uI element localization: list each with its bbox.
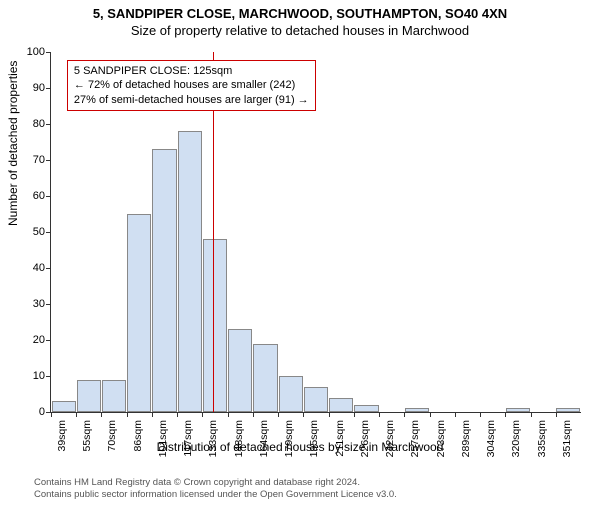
histogram-bar [228, 329, 252, 412]
x-tick-mark [556, 412, 557, 417]
x-tick-mark [430, 412, 431, 417]
y-tick-mark [46, 268, 51, 269]
y-tick-label: 20 [13, 334, 45, 346]
histogram-bar [77, 380, 101, 412]
histogram-bar [152, 149, 176, 412]
y-tick-label: 0 [13, 406, 45, 418]
histogram-bar [127, 214, 151, 412]
histogram-bar [253, 344, 277, 412]
x-tick-mark [505, 412, 506, 417]
x-tick-mark [101, 412, 102, 417]
y-tick-mark [46, 232, 51, 233]
x-tick-mark [404, 412, 405, 417]
x-tick-mark [152, 412, 153, 417]
histogram-bar [102, 380, 126, 412]
annotation-line2: ← 72% of detached houses are smaller (24… [74, 78, 309, 92]
x-tick-mark [228, 412, 229, 417]
histogram-bar [329, 398, 353, 412]
histogram-bar [178, 131, 202, 412]
y-tick-label: 30 [13, 298, 45, 310]
annotation-line3: 27% of semi-detached houses are larger (… [74, 93, 309, 107]
histogram-bar [354, 405, 378, 412]
y-tick-mark [46, 340, 51, 341]
x-tick-mark [202, 412, 203, 417]
x-tick-mark [303, 412, 304, 417]
y-tick-label: 50 [13, 226, 45, 238]
histogram-bar [405, 408, 429, 412]
y-tick-mark [46, 124, 51, 125]
x-tick-mark [278, 412, 279, 417]
x-tick-mark [531, 412, 532, 417]
y-tick-mark [46, 376, 51, 377]
y-tick-label: 70 [13, 154, 45, 166]
chart-title-address: 5, SANDPIPER CLOSE, MARCHWOOD, SOUTHAMPT… [0, 6, 600, 21]
y-tick-mark [46, 196, 51, 197]
y-tick-mark [46, 304, 51, 305]
histogram-bar [506, 408, 530, 412]
histogram-bar [304, 387, 328, 412]
x-tick-mark [329, 412, 330, 417]
x-tick-mark [51, 412, 52, 417]
y-tick-label: 60 [13, 190, 45, 202]
x-axis-label: Distribution of detached houses by size … [0, 440, 600, 454]
histogram-bar [556, 408, 580, 412]
x-tick-mark [480, 412, 481, 417]
histogram-bar [52, 401, 76, 412]
chart-title-subtitle: Size of property relative to detached ho… [0, 23, 600, 38]
y-tick-label: 80 [13, 118, 45, 130]
y-tick-label: 40 [13, 262, 45, 274]
annotation-line1: 5 SANDPIPER CLOSE: 125sqm [74, 64, 309, 78]
x-tick-mark [253, 412, 254, 417]
x-tick-mark [76, 412, 77, 417]
annotation-box: 5 SANDPIPER CLOSE: 125sqm← 72% of detach… [67, 60, 316, 111]
histogram-bar [203, 239, 227, 412]
histogram-bar [279, 376, 303, 412]
plot-area: 010203040506070809010039sqm55sqm70sqm86s… [50, 52, 581, 413]
y-tick-mark [46, 88, 51, 89]
footer-copyright-1: Contains HM Land Registry data © Crown c… [34, 477, 360, 488]
x-tick-mark [354, 412, 355, 417]
chart-area: 010203040506070809010039sqm55sqm70sqm86s… [50, 52, 580, 412]
x-tick-mark [177, 412, 178, 417]
y-tick-mark [46, 52, 51, 53]
y-tick-mark [46, 160, 51, 161]
y-tick-label: 90 [13, 82, 45, 94]
x-tick-mark [127, 412, 128, 417]
x-tick-mark [379, 412, 380, 417]
y-tick-label: 100 [13, 46, 45, 58]
x-tick-mark [455, 412, 456, 417]
y-tick-label: 10 [13, 370, 45, 382]
footer-copyright-2: Contains public sector information licen… [34, 489, 397, 500]
